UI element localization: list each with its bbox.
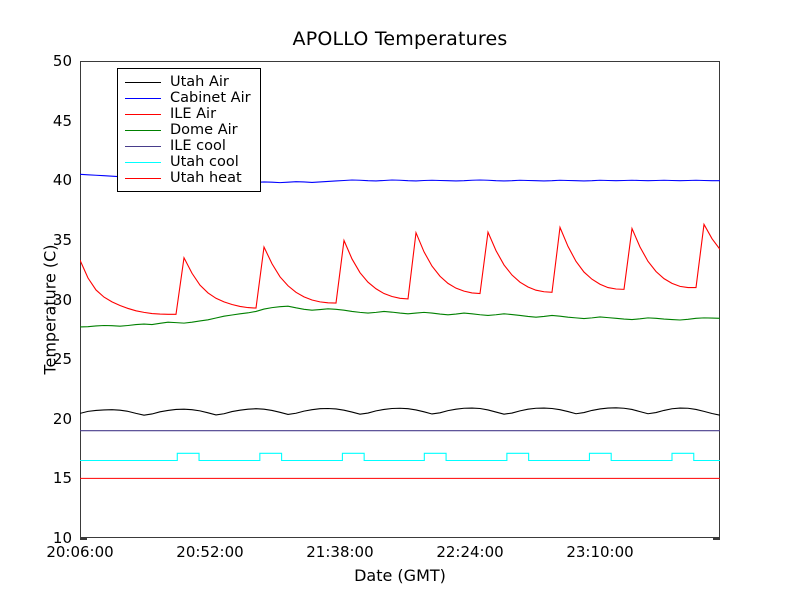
legend-item[interactable]: Utah heat: [125, 170, 251, 186]
legend-item-label: Cabinet Air: [170, 90, 251, 106]
legend-color-swatch: [125, 129, 161, 131]
x-tick-label: 20:06:00: [46, 543, 114, 561]
y-tick-label: 45: [52, 111, 72, 130]
legend-color-swatch: [125, 161, 161, 163]
legend-item[interactable]: Utah Air: [125, 74, 251, 90]
legend-item-label: Utah heat: [170, 170, 242, 186]
y-tick-label: 40: [52, 171, 72, 190]
legend-item[interactable]: ILE Air: [125, 106, 251, 122]
y-tick-mark: [80, 538, 87, 540]
y-tick-mark: [713, 538, 720, 540]
legend-color-swatch: [125, 145, 161, 147]
series-utah-cool: [80, 453, 720, 460]
series-ile-air: [80, 224, 720, 314]
x-tick-label: 23:10:00: [566, 543, 634, 561]
y-tick-label: 35: [52, 230, 72, 249]
x-tick-label: 21:38:00: [306, 543, 374, 561]
legend-item[interactable]: Dome Air: [125, 122, 251, 138]
legend-item[interactable]: Cabinet Air: [125, 90, 251, 106]
y-axis-label: Temperature (C): [40, 244, 60, 375]
legend-color-swatch: [125, 177, 161, 179]
x-axis-label: Date (GMT): [354, 566, 446, 585]
series-dome-air: [80, 306, 720, 327]
series-utah-air: [80, 408, 720, 415]
legend-item[interactable]: ILE cool: [125, 138, 251, 154]
x-tick-label: 20:52:00: [176, 543, 244, 561]
legend-item-label: Utah cool: [170, 154, 239, 170]
legend-item[interactable]: Utah cool: [125, 154, 251, 170]
legend-item-label: Dome Air: [170, 122, 238, 138]
chart-title: APOLLO Temperatures: [292, 28, 508, 50]
legend-item-label: ILE cool: [170, 138, 226, 154]
y-tick-label: 30: [52, 290, 72, 309]
legend-color-swatch: [125, 81, 161, 83]
y-tick-label: 15: [52, 469, 72, 488]
y-tick-label: 20: [52, 409, 72, 428]
legend-item-label: ILE Air: [170, 106, 217, 122]
y-tick-label: 25: [52, 350, 72, 369]
legend-color-swatch: [125, 97, 161, 99]
series-plot: [80, 61, 720, 538]
legend-color-swatch: [125, 113, 161, 115]
y-tick-label: 10: [52, 529, 72, 547]
y-tick-label: 50: [52, 52, 72, 70]
legend: Utah Air Cabinet Air ILE Air Dome Air ILE co…: [117, 68, 261, 192]
legend-item-label: Utah Air: [170, 74, 229, 90]
x-tick-label: 22:24:00: [436, 543, 504, 561]
